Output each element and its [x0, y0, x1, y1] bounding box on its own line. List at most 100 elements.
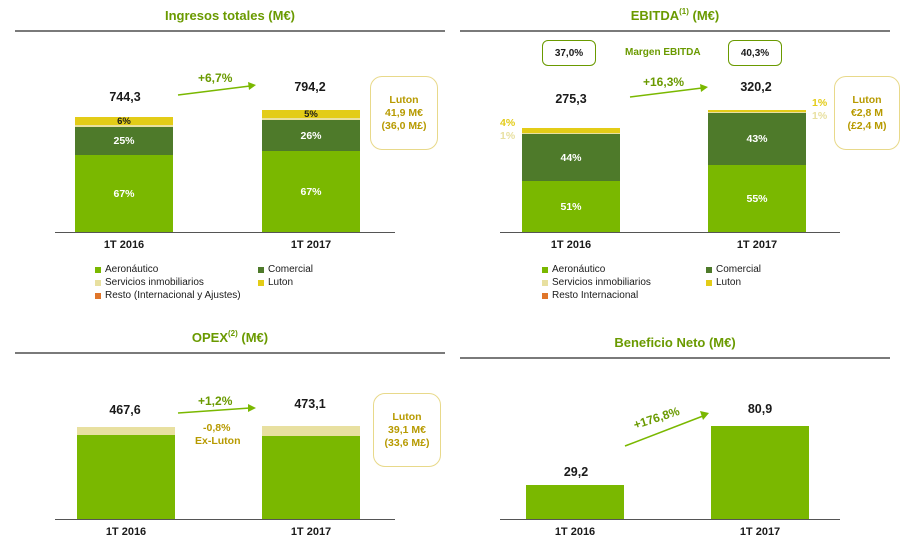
- ebitda-2016-comercial: 44%: [522, 134, 620, 181]
- ebitda-growth-arrow: [629, 84, 708, 98]
- beneficio-title: Beneficio Neto (M€): [614, 335, 736, 350]
- ingresos-title-rule: [15, 30, 445, 32]
- swatch-luton: [706, 279, 712, 286]
- ingresos-xlabel-2016: 1T 2016: [103, 239, 145, 251]
- ebitda-margin-label: Margen EBITDA: [625, 47, 701, 58]
- ingresos-callout-line3: (36,0 M£): [381, 119, 427, 132]
- beneficio-bar-2017: [711, 426, 809, 519]
- opex-growth-ex-label: Ex-Luton: [195, 435, 241, 447]
- opex-title-suffix: (M€): [237, 330, 269, 345]
- ingresos-legend-inmobiliarios: Servicios inmobiliarios: [95, 277, 204, 288]
- legend-label: Luton: [268, 277, 294, 288]
- ebitda-baseline: [500, 232, 840, 233]
- opex-2016-base: [77, 435, 175, 519]
- opex-growth-ex: -0,8%: [203, 422, 231, 434]
- legend-label: Resto Internacional: [552, 290, 639, 301]
- ebitda-2016-inmobiliarios: [522, 133, 620, 134]
- ingresos-bar-2016: 67% 25% 6%: [75, 116, 173, 232]
- opex-growth: +1,2%: [198, 394, 233, 408]
- ingresos-total-2017: 794,2: [294, 80, 326, 94]
- ebitda-callout-line3: (£2,4 M): [847, 119, 887, 132]
- ebitda-2017-luton-label: 1%: [812, 97, 828, 109]
- ingresos-2016-comercial: 25%: [75, 127, 173, 155]
- beneficio-growth-arrow: [624, 411, 709, 447]
- opex-growth-arrow: [177, 404, 256, 414]
- ebitda-title-text: EBITDA: [630, 8, 680, 23]
- ingresos-title: Ingresos totales (M€): [164, 8, 296, 23]
- legend-label: Comercial: [268, 264, 314, 275]
- swatch-aeronautico: [95, 266, 101, 273]
- swatch-resto: [542, 292, 548, 299]
- beneficio-total-2016: 29,2: [563, 465, 589, 479]
- ebitda-2016-inmob-label: 1%: [500, 130, 516, 142]
- opex-callout-line3: (33,6 M£): [384, 436, 430, 449]
- legend-label: Comercial: [716, 264, 762, 275]
- swatch-comercial: [706, 266, 712, 273]
- ingresos-legend-resto: Resto (Internacional y Ajustes): [95, 290, 241, 301]
- swatch-inmobiliarios: [95, 279, 101, 286]
- ebitda-bar-2016: 51% 44%: [522, 128, 620, 232]
- ebitda-2017-luton: [708, 110, 806, 112]
- ebitda-luton-callout: Luton €2,8 M (£2,4 M): [834, 76, 900, 150]
- ingresos-legend-comercial: Comercial: [258, 264, 313, 275]
- opex-2017-top: [262, 426, 360, 436]
- ebitda-total-2016: 275,3: [555, 92, 587, 106]
- opex-title-rule: [15, 352, 445, 354]
- ingresos-total-2016: 744,3: [109, 90, 141, 104]
- opex-xlabel-2016: 1T 2016: [105, 526, 147, 538]
- opex-total-2016: 467,6: [109, 403, 141, 417]
- ingresos-legend-aeronautico: Aeronáutico: [95, 264, 158, 275]
- ingresos-bar-2017: 67% 26% 5%: [262, 109, 360, 232]
- opex-callout-line2: 39,1 M€: [388, 423, 426, 436]
- opex-baseline: [55, 519, 395, 520]
- ingresos-legend-luton: Luton: [258, 277, 293, 288]
- ebitda-total-2017: 320,2: [740, 80, 772, 94]
- legend-label: Servicios inmobiliarios: [552, 277, 651, 288]
- ingresos-baseline: [55, 232, 395, 233]
- opex-bar-2016: [77, 427, 175, 519]
- ingresos-growth-arrow: [177, 82, 256, 96]
- ebitda-legend-luton: Luton: [706, 277, 741, 288]
- opex-bar-2017: [262, 426, 360, 519]
- ingresos-luton-callout: Luton 41,9 M€ (36,0 M£): [370, 76, 438, 150]
- ebitda-2017-aeronautico: 55%: [708, 165, 806, 232]
- ingresos-callout-line2: 41,9 M€: [385, 106, 423, 119]
- beneficio-baseline: [500, 519, 840, 520]
- ebitda-2017-inmobiliarios: [708, 112, 806, 113]
- beneficio-xlabel-2016: 1T 2016: [554, 526, 596, 538]
- ingresos-2016-inmobiliarios: [75, 125, 173, 127]
- ebitda-callout-line1: Luton: [852, 93, 882, 106]
- ebitda-bar-2017: 55% 43%: [708, 110, 806, 232]
- opex-2017-base: [262, 436, 360, 519]
- swatch-resto: [95, 292, 101, 299]
- legend-label: Servicios inmobiliarios: [105, 277, 204, 288]
- opex-2016-top: [77, 427, 175, 435]
- ingresos-2017-luton: 5%: [262, 109, 360, 120]
- swatch-inmobiliarios: [542, 279, 548, 286]
- legend-label: Resto (Internacional y Ajustes): [105, 290, 241, 301]
- ebitda-margin-2017: 40,3%: [728, 40, 782, 66]
- opex-total-2017: 473,1: [294, 397, 326, 411]
- ingresos-growth: +6,7%: [198, 71, 233, 85]
- beneficio-bar-2016: [526, 485, 624, 519]
- ebitda-title: EBITDA(1) (M€): [460, 7, 890, 23]
- opex-title-sup: (2): [228, 329, 238, 338]
- opex-xlabel-2017: 1T 2017: [290, 526, 332, 538]
- opex-title-text: OPEX: [191, 330, 228, 345]
- ebitda-2016-luton: [522, 128, 620, 133]
- swatch-comercial: [258, 266, 264, 273]
- ingresos-callout-line1: Luton: [389, 93, 419, 106]
- ebitda-2017-comercial: 43%: [708, 113, 806, 165]
- ebitda-title-sup: (1): [679, 7, 689, 16]
- beneficio-xlabel-2017: 1T 2017: [739, 526, 781, 538]
- ingresos-2017-comercial: 26%: [262, 120, 360, 151]
- ebitda-xlabel-2016: 1T 2016: [550, 239, 592, 251]
- swatch-luton: [258, 279, 264, 286]
- legend-label: Aeronáutico: [105, 264, 159, 275]
- ebitda-growth: +16,3%: [643, 75, 685, 89]
- swatch-aeronautico: [542, 266, 548, 273]
- ingresos-xlabel-2017: 1T 2017: [290, 239, 332, 251]
- legend-label: Aeronáutico: [552, 264, 606, 275]
- ebitda-legend-inmobiliarios: Servicios inmobiliarios: [542, 277, 651, 288]
- ebitda-title-rule: [460, 30, 890, 32]
